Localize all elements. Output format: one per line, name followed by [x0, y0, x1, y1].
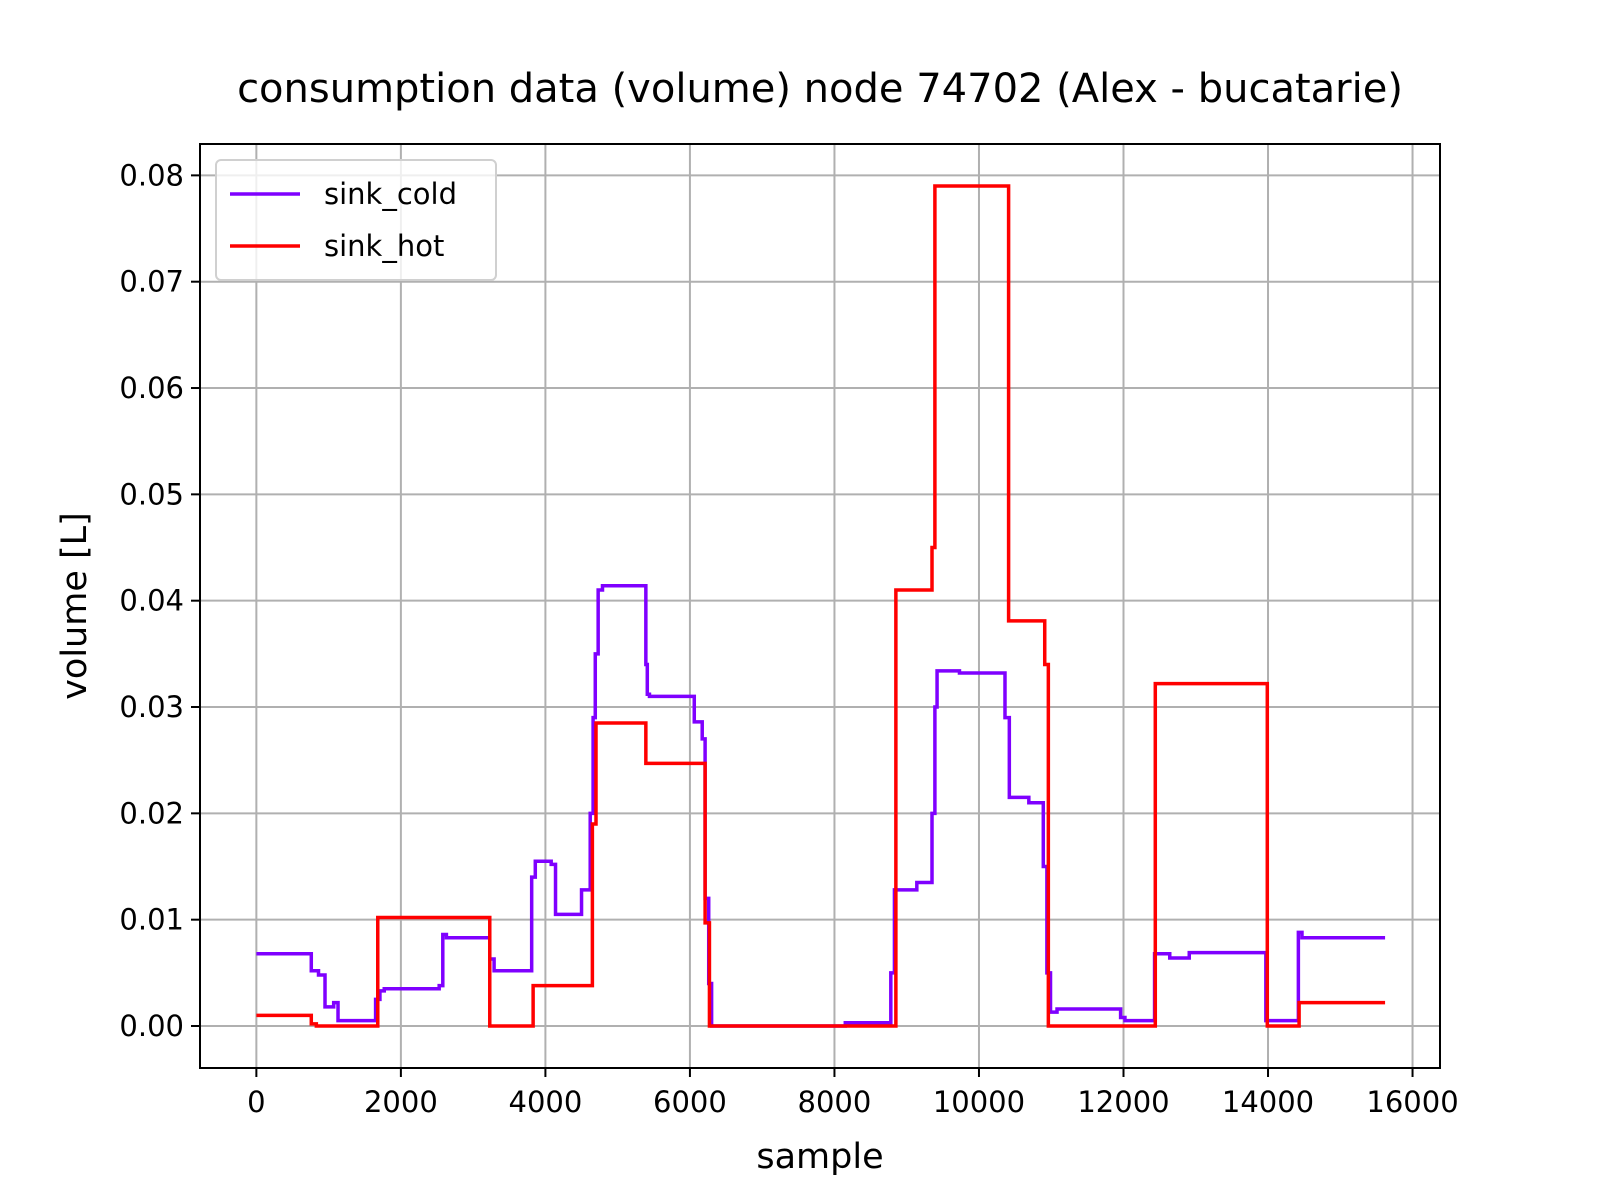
y-tick-label: 0.04 [119, 584, 184, 618]
legend-box [215, 159, 497, 281]
legend-label: sink_cold [324, 177, 457, 211]
x-tick-label: 16000 [1366, 1085, 1458, 1119]
y-axis-label: volume [L] [55, 512, 95, 700]
y-tick-label: 0.03 [119, 690, 184, 724]
legend-label: sink_hot [324, 229, 444, 263]
x-tick-label: 8000 [798, 1085, 872, 1119]
x-axis-label: sample [756, 1137, 883, 1177]
y-tick-label: 0.00 [119, 1009, 184, 1043]
y-tick-label: 0.02 [119, 796, 184, 830]
y-tick-label: 0.05 [119, 477, 184, 511]
x-tick-label: 4000 [509, 1085, 583, 1119]
x-tick-label: 2000 [364, 1085, 438, 1119]
data-line [256, 584, 1386, 1028]
x-tick-label: 10000 [933, 1085, 1025, 1119]
y-tick-label: 0.08 [119, 158, 184, 192]
y-tick-label: 0.07 [119, 265, 184, 299]
data-line [256, 184, 1386, 1028]
y-tick-label: 0.06 [119, 371, 184, 405]
chart-title: consumption data (volume) node 74702 (Al… [237, 66, 1403, 112]
x-tick-label: 0 [247, 1085, 265, 1119]
axes-frame [199, 143, 1441, 1069]
y-tick-label: 0.01 [119, 903, 184, 937]
x-tick-label: 14000 [1222, 1085, 1314, 1119]
x-tick-label: 6000 [653, 1085, 727, 1119]
x-tick-label: 12000 [1077, 1085, 1169, 1119]
